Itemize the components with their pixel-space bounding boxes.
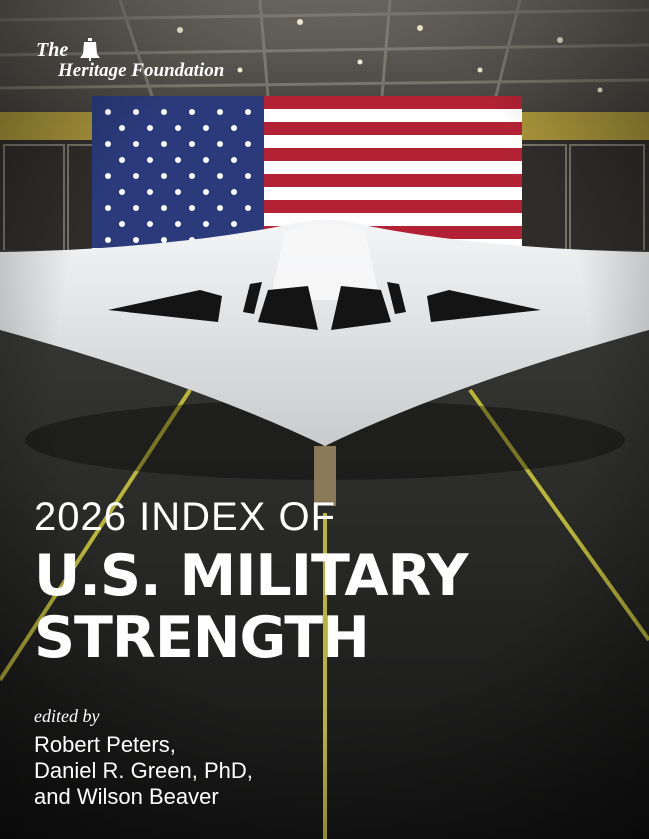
report-title-line2: STRENGTH xyxy=(34,605,370,671)
edited-by-label: edited by xyxy=(34,706,100,726)
editor-name: Robert Peters, xyxy=(34,732,176,757)
publisher-name-line1: The xyxy=(36,39,69,61)
publisher-logo[interactable]: The Heritage Foundation xyxy=(36,40,224,80)
report-title-line1: U.S. MILITARY xyxy=(34,543,469,609)
report-title: U.S. MILITARY STRENGTH xyxy=(34,543,469,671)
editor-name: and Wilson Beaver xyxy=(34,784,219,809)
editor-name: Daniel R. Green, PhD, xyxy=(34,758,253,783)
liberty-bell-icon xyxy=(80,38,100,61)
editor-list: Robert Peters, Daniel R. Green, PhD, and… xyxy=(34,732,253,810)
publisher-name-line2: Heritage Foundation xyxy=(58,60,225,81)
report-year-line: 2026 INDEX OF xyxy=(34,495,337,539)
